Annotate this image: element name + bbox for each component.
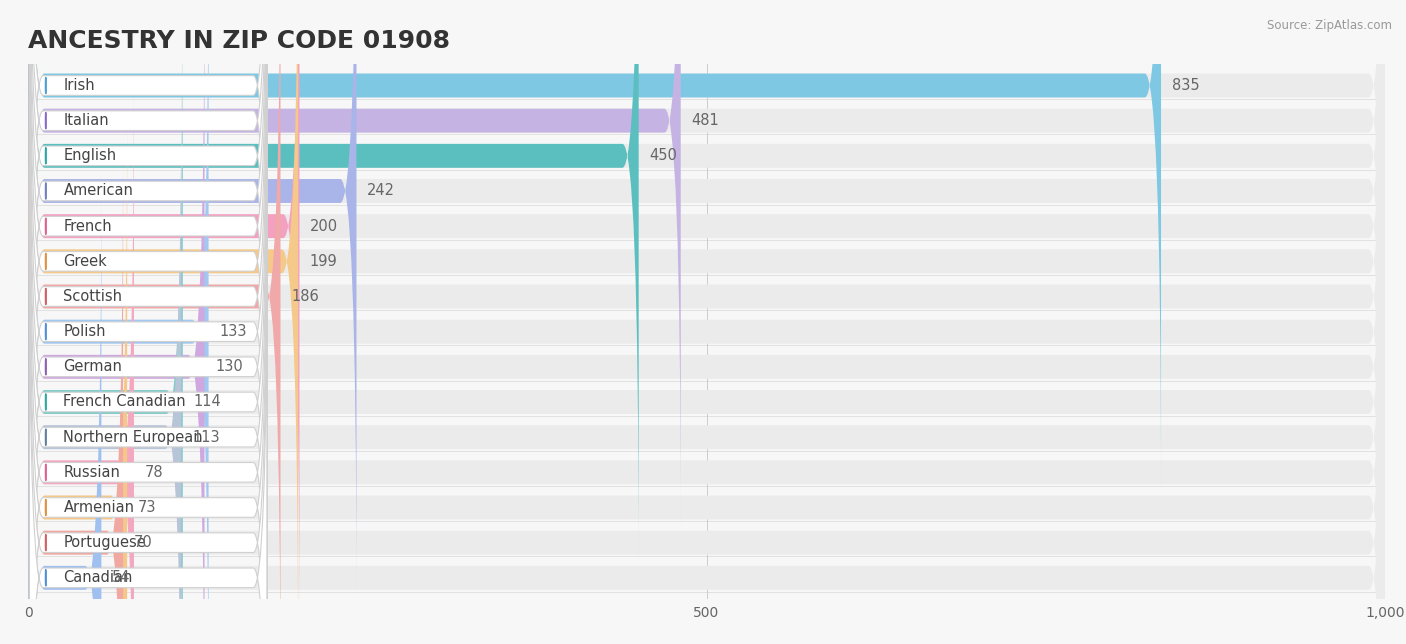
FancyBboxPatch shape	[28, 62, 134, 644]
FancyBboxPatch shape	[28, 27, 1385, 644]
FancyBboxPatch shape	[28, 0, 1385, 636]
FancyBboxPatch shape	[28, 0, 1161, 495]
FancyBboxPatch shape	[28, 0, 298, 644]
FancyBboxPatch shape	[30, 0, 267, 428]
Text: 242: 242	[367, 184, 395, 198]
FancyBboxPatch shape	[28, 0, 1385, 601]
Text: 186: 186	[291, 289, 319, 304]
FancyBboxPatch shape	[28, 0, 1385, 495]
Text: Italian: Italian	[63, 113, 110, 128]
FancyBboxPatch shape	[28, 133, 1385, 644]
FancyBboxPatch shape	[30, 25, 267, 644]
Text: 481: 481	[692, 113, 720, 128]
FancyBboxPatch shape	[28, 0, 357, 601]
Text: 835: 835	[1171, 78, 1199, 93]
Text: American: American	[63, 184, 134, 198]
FancyBboxPatch shape	[28, 0, 208, 644]
FancyBboxPatch shape	[30, 0, 267, 638]
FancyBboxPatch shape	[30, 0, 267, 568]
Text: 200: 200	[311, 219, 339, 234]
Text: Russian: Russian	[63, 465, 121, 480]
FancyBboxPatch shape	[28, 168, 1385, 644]
Text: Polish: Polish	[63, 324, 105, 339]
FancyBboxPatch shape	[28, 0, 299, 636]
FancyBboxPatch shape	[28, 0, 638, 566]
Text: 130: 130	[215, 359, 243, 374]
Text: 113: 113	[193, 430, 219, 444]
FancyBboxPatch shape	[30, 0, 267, 462]
FancyBboxPatch shape	[28, 0, 204, 644]
Text: Portuguese: Portuguese	[63, 535, 146, 550]
FancyBboxPatch shape	[28, 27, 181, 644]
Text: German: German	[63, 359, 122, 374]
Text: Northern European: Northern European	[63, 430, 202, 444]
FancyBboxPatch shape	[28, 0, 681, 531]
Text: English: English	[63, 148, 117, 164]
FancyBboxPatch shape	[30, 0, 267, 533]
FancyBboxPatch shape	[30, 95, 267, 644]
FancyBboxPatch shape	[28, 0, 1385, 644]
FancyBboxPatch shape	[28, 0, 280, 644]
Text: French: French	[63, 219, 112, 234]
Text: Irish: Irish	[63, 78, 96, 93]
FancyBboxPatch shape	[30, 0, 267, 603]
FancyBboxPatch shape	[30, 131, 267, 644]
FancyBboxPatch shape	[30, 0, 267, 644]
Text: Source: ZipAtlas.com: Source: ZipAtlas.com	[1267, 19, 1392, 32]
FancyBboxPatch shape	[28, 97, 127, 644]
FancyBboxPatch shape	[28, 0, 1385, 644]
FancyBboxPatch shape	[30, 0, 267, 498]
FancyBboxPatch shape	[30, 166, 267, 644]
Text: ANCESTRY IN ZIP CODE 01908: ANCESTRY IN ZIP CODE 01908	[28, 29, 450, 53]
FancyBboxPatch shape	[28, 0, 1385, 566]
Text: Canadian: Canadian	[63, 571, 132, 585]
FancyBboxPatch shape	[28, 0, 1385, 644]
Text: 114: 114	[194, 395, 221, 410]
FancyBboxPatch shape	[30, 236, 267, 644]
FancyBboxPatch shape	[28, 62, 1385, 644]
Text: 133: 133	[219, 324, 247, 339]
Text: 70: 70	[134, 535, 153, 550]
FancyBboxPatch shape	[28, 0, 1385, 644]
FancyBboxPatch shape	[28, 0, 183, 644]
Text: French Canadian: French Canadian	[63, 395, 186, 410]
Text: 450: 450	[650, 148, 678, 164]
Text: 73: 73	[138, 500, 156, 515]
Text: Armenian: Armenian	[63, 500, 135, 515]
FancyBboxPatch shape	[30, 60, 267, 644]
Text: Greek: Greek	[63, 254, 107, 269]
Text: 78: 78	[145, 465, 163, 480]
Text: 199: 199	[309, 254, 336, 269]
FancyBboxPatch shape	[30, 201, 267, 644]
FancyBboxPatch shape	[28, 133, 124, 644]
Text: Scottish: Scottish	[63, 289, 122, 304]
FancyBboxPatch shape	[28, 0, 1385, 644]
FancyBboxPatch shape	[28, 168, 101, 644]
FancyBboxPatch shape	[28, 0, 1385, 531]
Text: 54: 54	[112, 571, 131, 585]
FancyBboxPatch shape	[28, 97, 1385, 644]
